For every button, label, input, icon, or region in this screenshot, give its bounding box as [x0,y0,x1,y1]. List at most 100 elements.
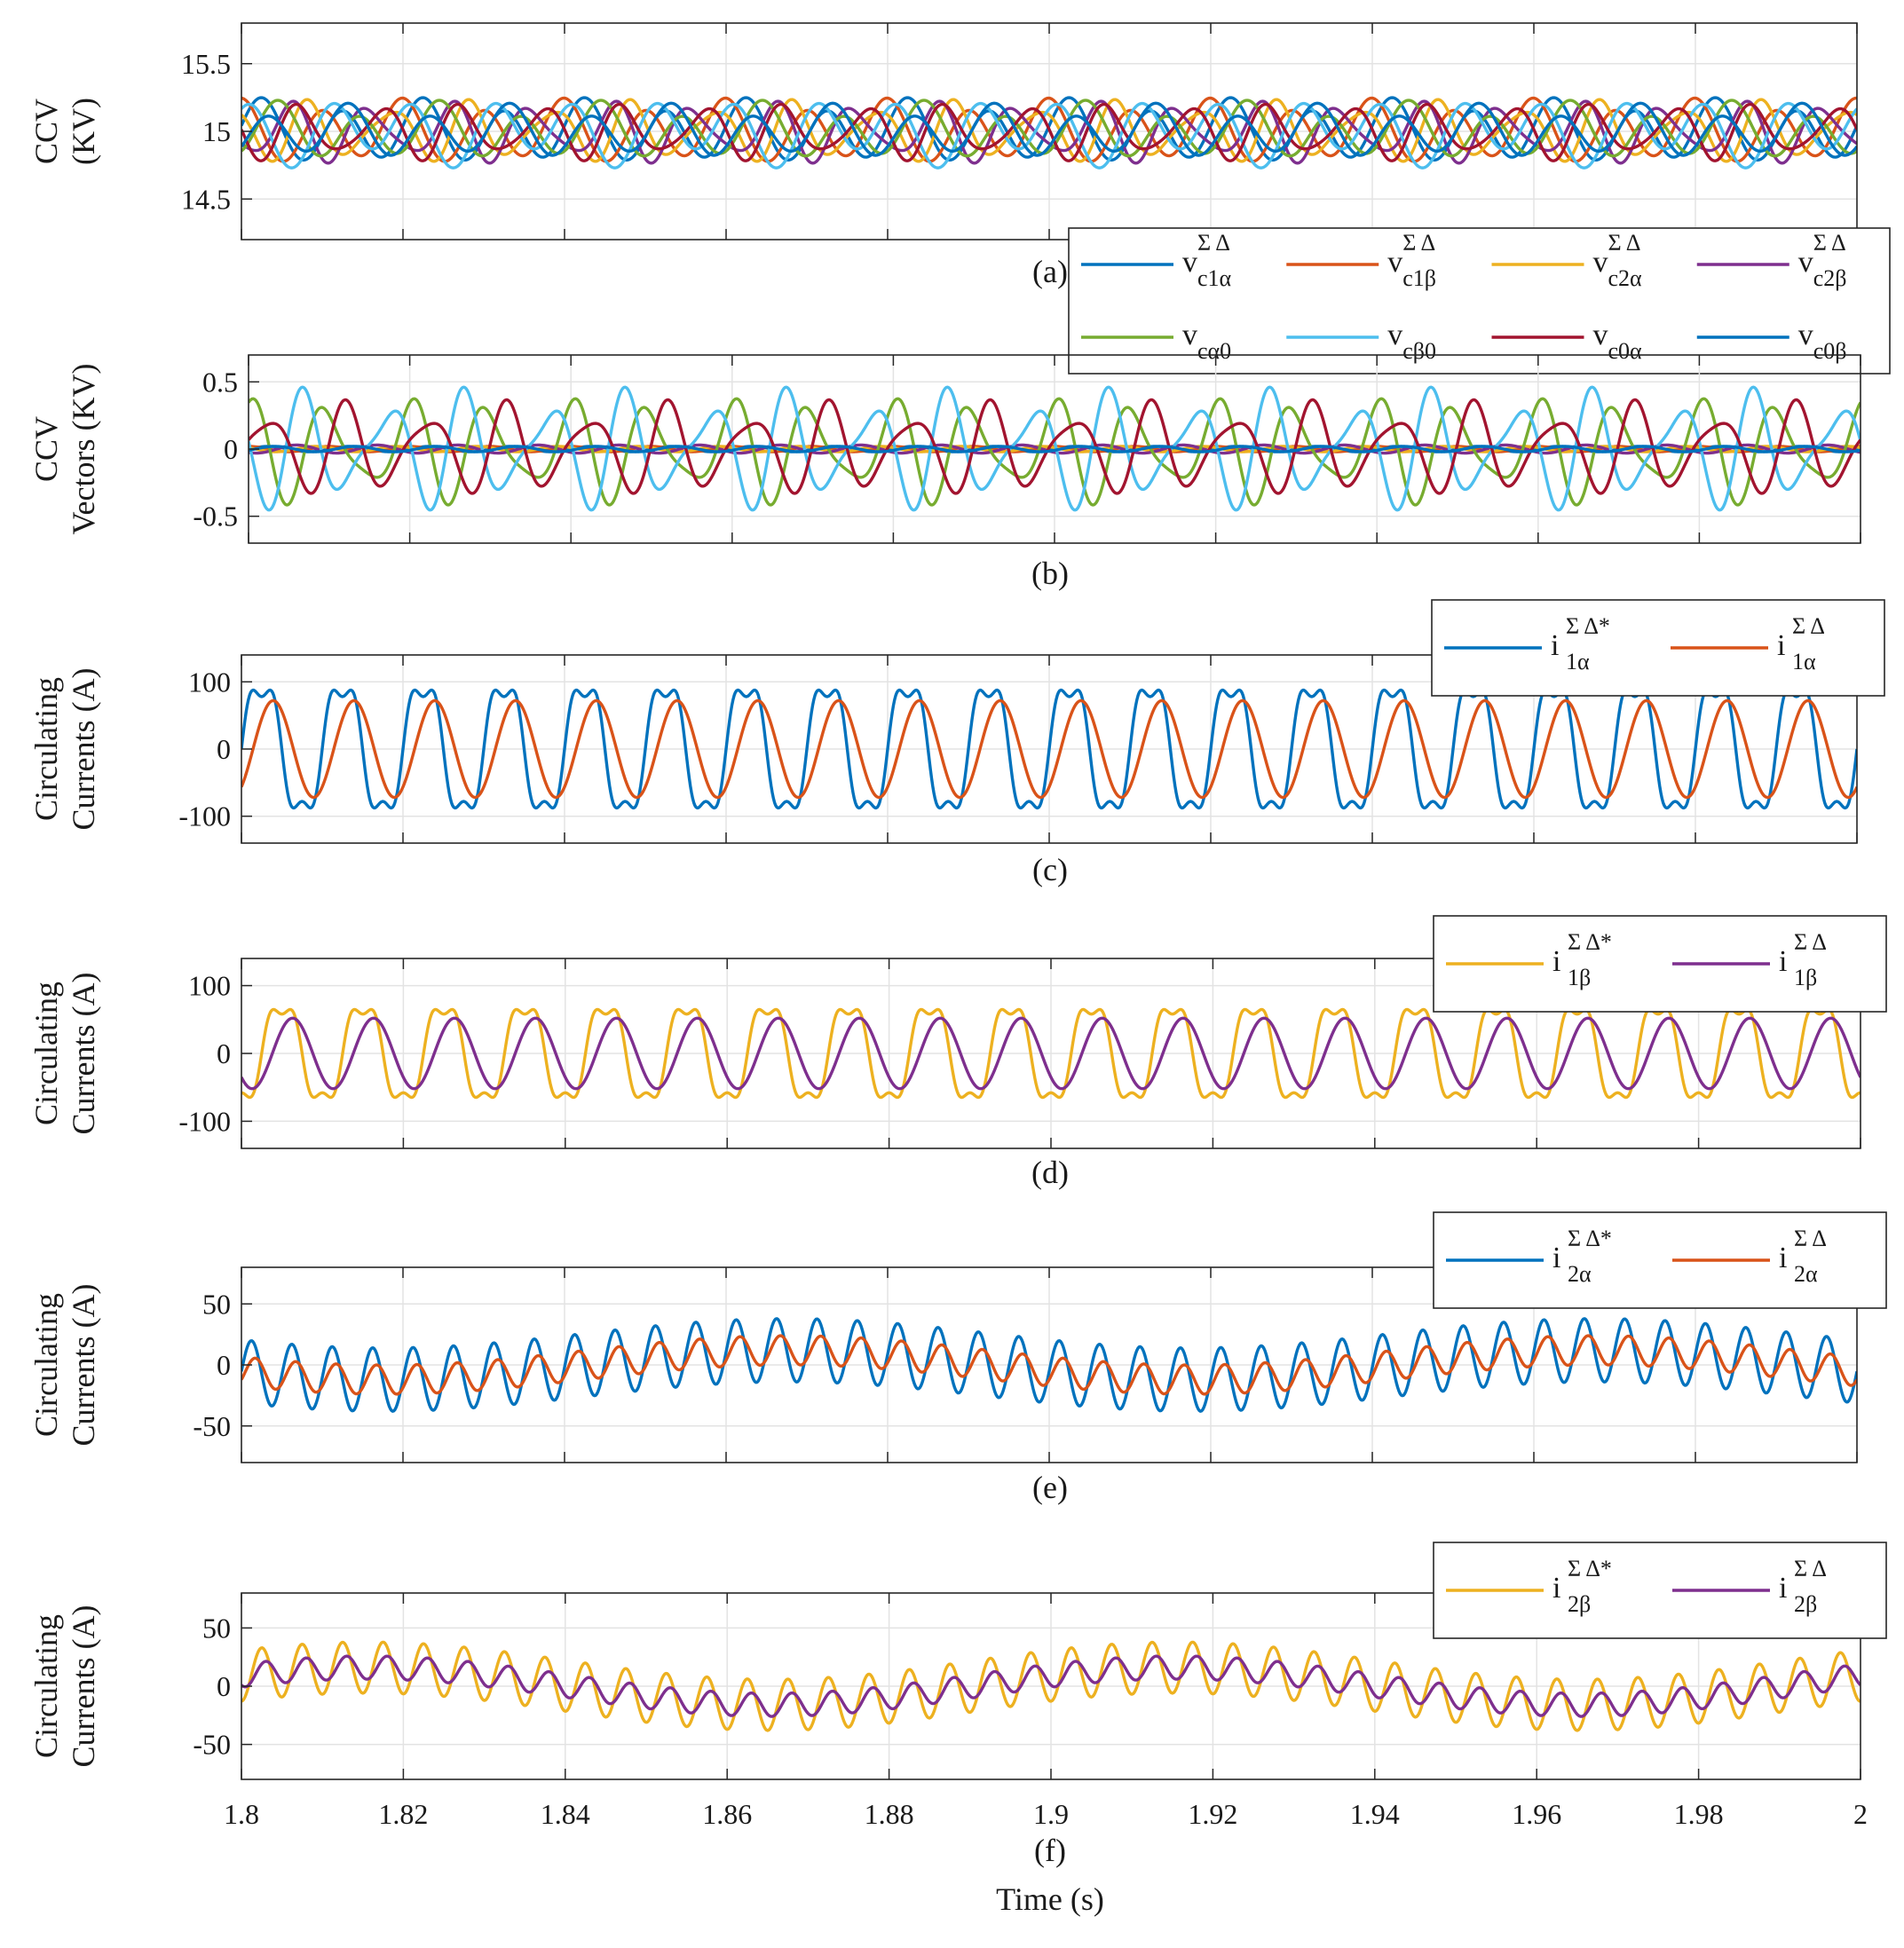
series-line-b-8 [249,445,1861,453]
series-line-c-2 [241,698,1857,800]
legend-superscript: Σ Δ [1402,230,1435,256]
series-line-b-4 [249,443,1861,455]
x-tick-label: 1.82 [378,1798,428,1830]
series-line-a-6 [241,101,1857,170]
y-tick-label: 0 [224,433,238,465]
series-group-e [241,1317,1857,1413]
y-tick-label: -50 [193,1410,231,1442]
series-group-f [241,1640,1861,1732]
legend-superscript: Σ Δ [1608,230,1641,256]
panel-caption: (e) [1032,1470,1068,1505]
y-axis-label-line1: Circulating [28,1293,64,1437]
legend-symbol: v [1182,319,1197,351]
series-group-b [249,385,1861,512]
legend-subscript: 1β [1568,965,1591,990]
y-axis-label-line2: Vectors (KV) [66,364,101,535]
legend-subscript: c1α [1197,265,1232,291]
legend-subscript: 1α [1566,649,1590,674]
legend-symbol: i [1779,1242,1787,1274]
panel-b: -0.5 0 0.5 CCV Vectors (KV) (b) [28,354,1861,591]
legend-symbol: i [1552,1572,1560,1605]
legend-subscript: c0β [1813,338,1847,364]
legend-superscript: Σ Δ* [1568,1556,1612,1581]
x-axis-label: Time (s) [996,1881,1104,1917]
series-group-d [241,1007,1861,1100]
legend-subscript: 1α [1792,649,1816,674]
y-tick-label: 100 [188,970,231,1002]
legend-symbol: v [1798,319,1813,351]
series-group-c [241,688,1857,810]
y-tick-label: -100 [178,800,231,832]
panel-caption: (a) [1032,254,1068,289]
legend-symbol: v [1387,246,1402,279]
series-line-a-7 [241,102,1857,162]
y-tick-label: 50 [202,1612,231,1644]
legend-superscript: Σ Δ* [1568,1226,1612,1251]
legend-c: i 1α Σ Δ* i 1α Σ Δ [1431,599,1885,697]
legend-subscript: c0α [1608,338,1643,364]
series-line-a-5 [241,99,1857,158]
y-tick-label: 15.5 [181,48,231,80]
legend-superscript: Σ Δ [1794,1226,1827,1251]
series-line-d-2 [241,1016,1861,1091]
x-tick-label: 1.8 [224,1798,259,1830]
series-line-a-8 [241,101,1857,157]
panel-caption: (d) [1031,1155,1069,1190]
legend-superscript: Σ Δ [1792,613,1825,639]
legend-subscript: 2α [1568,1261,1592,1287]
legend-superscript: Σ Δ [1794,1556,1827,1581]
y-axis-label-line1: Circulating [28,1614,64,1758]
series-line-b-7 [249,398,1861,495]
series-line-c-1 [241,688,1857,810]
panel-caption: (b) [1031,556,1069,591]
legend-subscript: cα0 [1197,338,1231,364]
legend-subscript: 2β [1568,1591,1591,1617]
y-axis-label-line1: Circulating [28,982,64,1125]
panel-caption: (f) [1034,1833,1066,1868]
series-line-f-1 [241,1640,1861,1732]
legend-superscript: Σ Δ [1813,230,1846,256]
y-axis-label-line1: Circulating [28,677,64,821]
series-line-f-2 [241,1654,1861,1718]
panel-e: -50 0 50 Circulating Currents (A) (e) [28,1266,1858,1505]
y-axis-label-line2: Currents (A) [66,973,101,1135]
series-line-a-4 [241,99,1857,165]
legend-symbol: i [1552,945,1560,978]
series-line-a-1 [241,96,1857,162]
x-tick-label: 1.86 [702,1798,752,1830]
y-tick-label: 15 [202,115,231,147]
y-axis-label-line2: Currents (A) [66,1605,101,1768]
x-tick-label: 1.92 [1188,1798,1237,1830]
y-tick-label: 50 [202,1288,231,1320]
y-tick-label: -0.5 [193,501,238,532]
x-tick-label: 1.88 [865,1798,914,1830]
panel-d: -100 0 100 Circulating Currents (A) (d) [28,958,1861,1190]
legend-symbol: i [1779,1572,1787,1605]
y-axis-label-line2: Currents (A) [66,1284,101,1447]
y-tick-label: 0 [217,1349,231,1381]
series-group-a [241,96,1857,170]
y-axis-label-line2: (KV) [66,98,101,165]
legend-symbol: i [1779,945,1787,978]
x-tick-label: 1.84 [541,1798,590,1830]
legend-subscript: cβ0 [1402,338,1436,364]
legend-symbol: v [1593,319,1608,351]
panel-a: 14.5 15 15.5 CCV (KV) (a) [28,22,1858,289]
legend-subscript: 2α [1794,1261,1818,1287]
y-tick-label: -50 [193,1729,231,1761]
series-line-e-1 [241,1317,1857,1413]
x-tick-label: 2 [1853,1798,1868,1830]
legend-symbol: i [1552,1242,1560,1274]
legend-symbol: v [1798,246,1813,279]
legend-subscript: 1β [1794,965,1817,990]
legend-subscript: 2β [1794,1591,1817,1617]
legend-superscript: Σ Δ* [1566,613,1610,639]
y-axis-label-line2: Currents (A) [66,668,101,831]
series-line-a-3 [241,98,1857,163]
panel-c: -100 0 100 Circulating Currents (A) (c) [28,654,1858,887]
x-tick-label: 1.98 [1674,1798,1724,1830]
legend-box [1068,227,1891,375]
x-tick-label: 1.96 [1512,1798,1561,1830]
legend-symbol: v [1387,319,1402,351]
